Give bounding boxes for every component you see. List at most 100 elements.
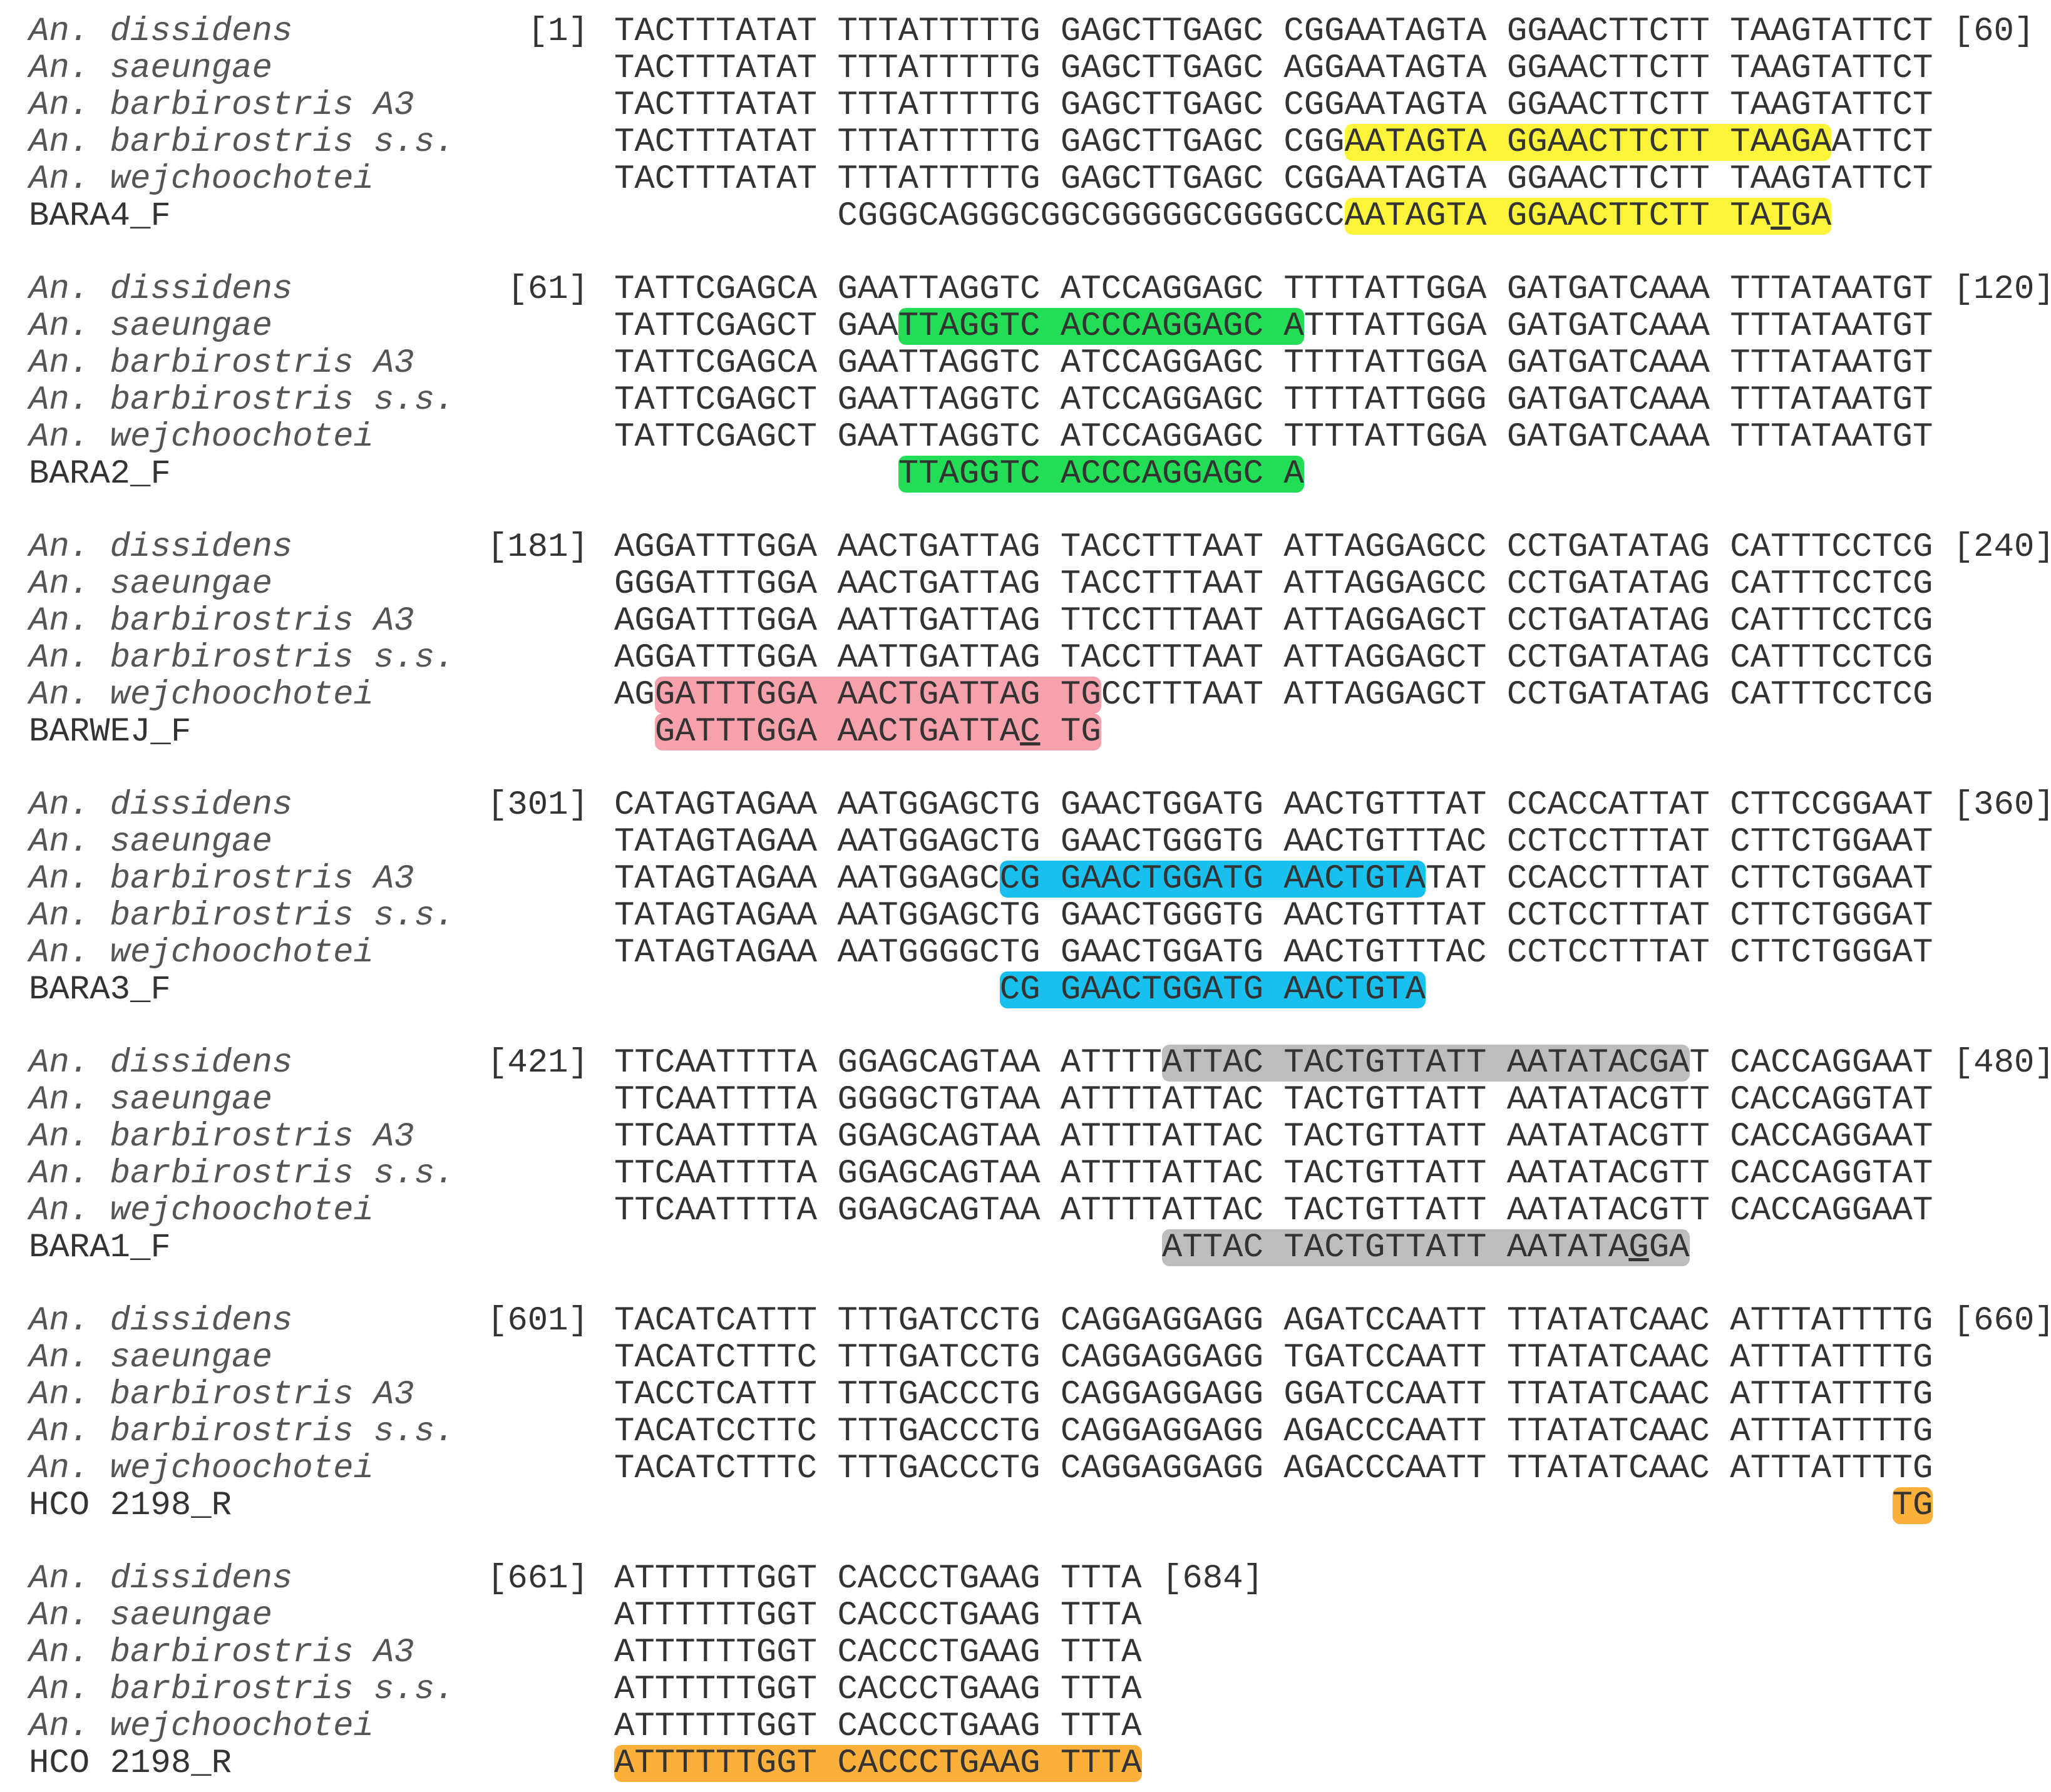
sequence: ATTTTTTGGT CACCCTGAAG TTTA [684]: [614, 1560, 1263, 1597]
primer-highlight: GA: [1791, 197, 1832, 235]
species-name: An. dissidens: [29, 1302, 293, 1340]
sequence-segment: TTCAATTTTA GGAGCAGTAA ATTTTATTAC TACTGTT…: [614, 1155, 1933, 1193]
sequence-segment: TACATCTTTC TTTGACCCTG CAGGAGGAGG AGACCCA…: [614, 1450, 1933, 1488]
sequence-segment: TACCTCATTT TTTGACCCTG CAGGAGGAGG GGATCCA…: [614, 1376, 1933, 1414]
species-name: An. wejchoochotei: [29, 160, 374, 198]
sequence: AGGATTTGGA AATTGATTAG TTCCTTTAAT ATTAGGA…: [614, 603, 1933, 640]
sequence-segment: TACTTTATAT TTTATTTTTG GAGCTTGAGC CGG: [614, 123, 1345, 161]
sequence-segment: TACTTTATAT TTTATTTTTG GAGCTTGAGC CGGAATA…: [614, 86, 1933, 125]
species-name: An. dissidens: [29, 1560, 293, 1598]
sequence: CATAGTAGAA AATGGAGCTG GAACTGGATG AACTGTT…: [614, 787, 2051, 824]
species-name: An. dissidens: [29, 786, 293, 824]
species-name: An. barbirostris s.s.: [29, 123, 455, 161]
sequence: TACTTTATAT TTTATTTTTG GAGCTTGAGC CGGAATA…: [614, 161, 1933, 198]
species-name: An. barbirostris s.s.: [29, 1155, 455, 1193]
sequence: ATTTTTTGGT CACCCTGAAG TTTA: [614, 1745, 1142, 1782]
sequence-segment: AGGATTTGGA AATTGATTAG TACCTTTAAT ATTAGGA…: [614, 639, 1933, 677]
species-name: An. barbirostris s.s.: [29, 639, 455, 677]
position-end: [480]: [1953, 1044, 2051, 1082]
position-start: [601]: [486, 1302, 589, 1340]
sequence: CGGGCAGGGCGGCGGGGGCGGGGCCAATAGTA GGAACTT…: [614, 197, 1832, 235]
sequence-segment: TTCAATTTTA GGGGCTGTAA ATTTTATTAC TACTGTT…: [614, 1081, 1933, 1119]
sequence: TTAGGTC ACCCAGGAGC A: [614, 456, 1304, 493]
species-name: An. barbirostris s.s.: [29, 381, 455, 419]
species-name: An. saeungae: [29, 823, 272, 861]
sequence: AGGATTTGGA AACTGATTAG TACCTTTAAT ATTAGGA…: [614, 529, 2051, 566]
sequence-segment: TATTCGAGCA GAATTAGGTC ATCCAGGAGC TTTTATT…: [614, 270, 1933, 309]
sequence-segment: AGGATTTGGA AATTGATTAG TTCCTTTAAT ATTAGGA…: [614, 602, 1933, 640]
sequence: GGGATTTGGA AACTGATTAG TACCTTTAAT ATTAGGA…: [614, 566, 1933, 603]
species-name: An. wejchoochotei: [29, 1450, 374, 1488]
sequence: TACATCTTTC TTTGACCCTG CAGGAGGAGG AGACCCA…: [614, 1450, 1933, 1487]
sequence-segment: ATTTTTTGGT CACCCTGAAG TTTA: [614, 1560, 1142, 1598]
primer-highlight: ATTAC TACTGTTATT AATATACGA: [1161, 1044, 1690, 1082]
sequence-segment: CATAGTAGAA AATGGAGCTG GAACTGGATG AACTGTT…: [614, 786, 1933, 824]
sequence-segment: CGGGCAGGGCGGCGGGGGCGGGGCC: [614, 197, 1345, 235]
primer-highlight: TG: [1892, 1487, 1933, 1525]
species-name: An. saeungae: [29, 1597, 272, 1635]
species-name: An. wejchoochotei: [29, 934, 374, 972]
species-name: An. barbirostris s.s.: [29, 1671, 455, 1709]
sequence: TATTCGAGCT GAATTAGGTC ACCCAGGAGC ATTTATT…: [614, 308, 1933, 345]
sequence: TTCAATTTTA GGAGCAGTAA ATTTTATTAC TACTGTT…: [614, 1155, 1933, 1192]
sequence: TATTCGAGCT GAATTAGGTC ATCCAGGAGC TTTTATT…: [614, 382, 1933, 419]
position-end: [660]: [1953, 1302, 2051, 1340]
sequence-segment: TATTCGAGCT GAATTAGGTC ATCCAGGAGC TTTTATT…: [614, 418, 1933, 456]
sequence-segment: TACATCTTTC TTTGATCCTG CAGGAGGAGG TGATCCA…: [614, 1339, 1933, 1377]
sequence: TACCTCATTT TTTGACCCTG CAGGAGGAGG GGATCCA…: [614, 1376, 1933, 1413]
species-name: An. dissidens: [29, 528, 293, 566]
species-name: An. wejchoochotei: [29, 1708, 374, 1746]
sequence: TACTTTATAT TTTATTTTTG GAGCTTGAGC CGGAATA…: [614, 13, 2034, 50]
primer-name: HCO 2198_R: [29, 1487, 232, 1525]
sequence-segment: TATAGTAGAA AATGGAGCTG GAACTGGGTG AACTGTT…: [614, 823, 1933, 861]
position-end: [360]: [1953, 786, 2051, 824]
species-name: An. barbirostris A3: [29, 1376, 414, 1414]
position-start: [61]: [507, 270, 589, 309]
sequence: TACATCTTTC TTTGATCCTG CAGGAGGAGG TGATCCA…: [614, 1339, 1933, 1376]
primer-highlight: TG: [1040, 713, 1101, 751]
sequence-segment: TATAGTAGAA AATGGAGCTG GAACTGGGTG AACTGTT…: [614, 897, 1933, 935]
primer-highlight: ATTTTTTGGT CACCCTGAAG TTTA: [614, 1744, 1142, 1783]
primer-highlight: ATTAC TACTGTTATT AATATA: [1161, 1229, 1629, 1267]
sequence-segment: TATAGTAGAA AATGGGGCTG GAACTGGATG AACTGTT…: [614, 934, 1933, 972]
position-end: [684]: [1161, 1560, 1263, 1598]
species-name: An. dissidens: [29, 1044, 293, 1082]
species-name: An. barbirostris A3: [29, 344, 414, 382]
primer-highlight: T: [1771, 197, 1791, 235]
primer-name: BARA2_F: [29, 455, 171, 493]
sequence-segment: TACTTTATAT TTTATTTTTG GAGCTTGAGC CGGAATA…: [614, 13, 1933, 51]
sequence-segment: TTCAATTTTA GGAGCAGTAA ATTTT: [614, 1044, 1162, 1082]
sequence: AGGATTTGGA AACTGATTAG TGCCTTTAAT ATTAGGA…: [614, 677, 1933, 714]
sequence-segment: CCTTTAAT ATTAGGAGCT CCTGATATAG CATTTCCTC…: [1101, 676, 1933, 714]
species-name: An. wejchoochotei: [29, 1192, 374, 1230]
species-name: An. barbirostris A3: [29, 860, 414, 898]
primer-highlight: GATTTGGA AACTGATTA: [654, 713, 1020, 751]
primer-name: BARA1_F: [29, 1229, 171, 1267]
species-name: An. barbirostris A3: [29, 86, 414, 125]
sequence-segment: TATTCGAGCA GAATTAGGTC ATCCAGGAGC TTTTATT…: [614, 344, 1933, 382]
sequence: TATAGTAGAA AATGGGGCTG GAACTGGATG AACTGTT…: [614, 934, 1933, 971]
sequence: TACTTTATAT TTTATTTTTG GAGCTTGAGC CGGAATA…: [614, 124, 1933, 161]
sequence-segment: TACTTTATAT TTTATTTTTG GAGCTTGAGC AGGAATA…: [614, 49, 1933, 88]
species-name: An. saeungae: [29, 307, 272, 346]
species-name: An. wejchoochotei: [29, 676, 374, 714]
sequence: ATTTTTTGGT CACCCTGAAG TTTA: [614, 1671, 1142, 1708]
sequence: TATAGTAGAA AATGGAGCCG GAACTGGATG AACTGTA…: [614, 861, 1933, 898]
sequence-segment: [614, 714, 655, 750]
primer-name: BARWEJ_F: [29, 713, 192, 751]
species-name: An. saeungae: [29, 565, 272, 603]
sequence-segment: TACATCCTTC TTTGACCCTG CAGGAGGAGG AGACCCA…: [614, 1413, 1933, 1451]
sequence: TACATCATTT TTTGATCCTG CAGGAGGAGG AGATCCA…: [614, 1303, 2051, 1339]
sequence-segment: ATTCT: [1831, 123, 1933, 161]
sequence: TATTCGAGCA GAATTAGGTC ATCCAGGAGC TTTTATT…: [614, 271, 2051, 308]
sequence-segment: [614, 456, 898, 493]
sequence-segment: ATTTTTTGGT CACCCTGAAG TTTA: [614, 1597, 1142, 1635]
sequence: TACATCCTTC TTTGACCCTG CAGGAGGAGG AGACCCA…: [614, 1413, 1933, 1450]
sequence: TTCAATTTTA GGAGCAGTAA ATTTTATTAC TACTGTT…: [614, 1119, 1933, 1155]
sequence: AGGATTTGGA AATTGATTAG TACCTTTAAT ATTAGGA…: [614, 640, 1933, 677]
sequence: TACTTTATAT TTTATTTTTG GAGCTTGAGC AGGAATA…: [614, 50, 1933, 87]
sequence: TG: [614, 1487, 1933, 1524]
primer-highlight: AATAGTA GGAACTTCTT TA: [1344, 197, 1771, 235]
species-name: An. barbirostris s.s.: [29, 897, 455, 935]
sequence: TATAGTAGAA AATGGAGCTG GAACTGGGTG AACTGTT…: [614, 898, 1933, 934]
